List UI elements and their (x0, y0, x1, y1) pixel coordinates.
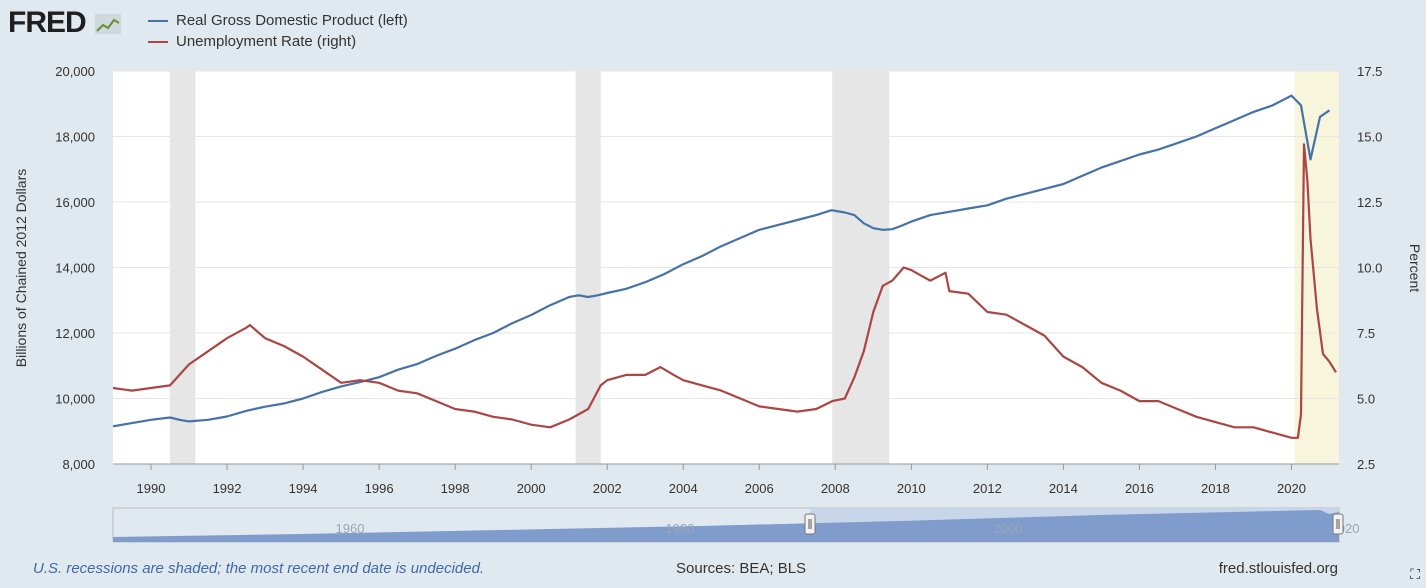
navigator-label-1960: 1960 (336, 521, 365, 536)
y-left-tick-label: 8,000 (62, 457, 95, 472)
y-right-tick-label: 17.5 (1357, 64, 1382, 79)
y-right-tick-label: 12.5 (1357, 195, 1382, 210)
x-tick-label: 1998 (441, 481, 470, 496)
y-right-tick-label: 10.0 (1357, 261, 1382, 276)
right-axis-label: Percent (1407, 244, 1423, 292)
navigator-label-2000: 2000 (994, 521, 1023, 536)
navigator-handle-right[interactable] (1332, 513, 1344, 535)
y-right-tick-label: 2.5 (1357, 457, 1375, 472)
legend-label-unrate: Unemployment Rate (right) (176, 33, 357, 50)
site-link[interactable]: fred.stlouisfed.org (1218, 560, 1338, 577)
x-tick-label: 2000 (517, 481, 546, 496)
chart-area: 8,000 10,000 12,000 14,000 16,000 18,000 20,00… (13, 64, 1423, 543)
recession-note: U.S. recessions are shaded; the most rec… (33, 560, 485, 577)
chart-legend: Real Gross Domestic Product (left) Unemp… (148, 10, 408, 52)
legend-item-gdp[interactable]: Real Gross Domestic Product (left) (148, 10, 408, 31)
x-tick-label: 1992 (213, 481, 242, 496)
x-tick-label: 1994 (289, 481, 318, 496)
fullscreen-icon[interactable]: ⛶ (1410, 566, 1420, 582)
legend-swatch-gdp (148, 19, 168, 22)
x-tick-label: 2014 (1049, 481, 1078, 496)
x-tick-label: 2012 (973, 481, 1002, 496)
y-left-tick-label: 20,000 (55, 64, 95, 79)
x-tick-label: 2008 (821, 481, 850, 496)
x-tick-label: 2006 (745, 481, 774, 496)
navigator-series-area (113, 510, 1339, 542)
x-tick-label: 2002 (593, 481, 622, 496)
y-left-tick-label: 16,000 (55, 195, 95, 210)
x-tick-label: 1990 (137, 481, 166, 496)
y-right-tick-label: 5.0 (1357, 392, 1375, 407)
y-left-tick-label: 14,000 (55, 261, 95, 276)
legend-label-gdp: Real Gross Domestic Product (left) (176, 12, 408, 29)
navigator-handle-left[interactable] (804, 513, 816, 535)
legend-swatch-unrate (148, 40, 168, 43)
y-left-tick-label: 10,000 (55, 392, 95, 407)
chart-line-icon (95, 14, 122, 35)
fred-logo-text: FRED (8, 6, 87, 39)
x-tick-label: 2018 (1201, 481, 1230, 496)
legend-item-unrate[interactable]: Unemployment Rate (right) (148, 31, 408, 52)
x-tick-label: 1996 (365, 481, 394, 496)
x-tick-label: 2016 (1125, 481, 1154, 496)
y-left-tick-label: 18,000 (55, 130, 95, 145)
x-tick-label: 2020 (1277, 481, 1306, 496)
fred-logo[interactable]: FRED (8, 6, 122, 40)
navigator-label-1980: 1980 (666, 521, 695, 536)
y-right-tick-label: 15.0 (1357, 130, 1382, 145)
x-tick-label: 2010 (897, 481, 926, 496)
y-left-tick-label: 12,000 (55, 326, 95, 341)
sources-text: Sources: BEA; BLS (676, 560, 807, 577)
series-line-gdp (112, 94, 1331, 428)
series-line-unrate (112, 143, 1337, 439)
left-axis-label: Billions of Chained 2012 Dollars (13, 169, 29, 367)
x-tick-label: 2004 (669, 481, 698, 496)
y-right-tick-label: 7.5 (1357, 326, 1375, 341)
